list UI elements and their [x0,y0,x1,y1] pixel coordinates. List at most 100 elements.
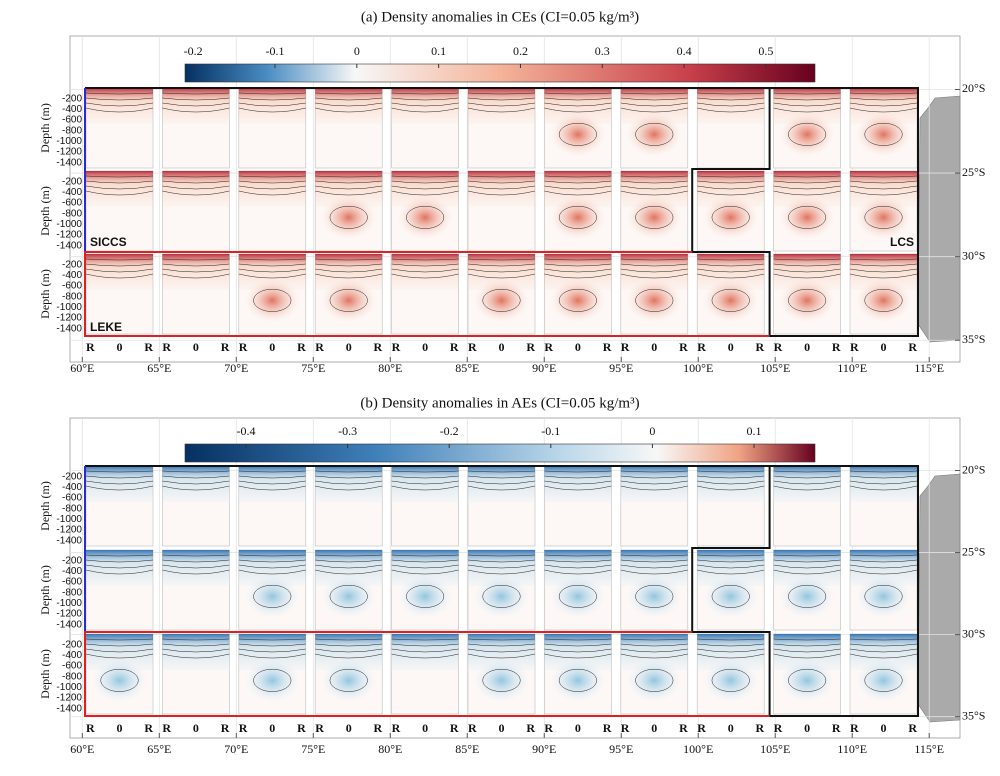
contour-line [849,480,918,485]
contour-line [849,475,918,479]
contour-line [391,97,459,101]
contour-line [85,190,154,196]
depth-tick-label: -1200 [56,313,82,324]
contour-line [391,180,459,184]
contour-line [315,648,383,653]
cell-x-label: R [621,340,630,354]
cell-x-label: R [450,340,459,354]
contour-line [391,648,459,653]
contour-line [467,258,536,261]
contour-line [864,668,903,692]
cell-x-label: 0 [881,340,887,354]
contour-line [85,475,154,479]
cell-x-label: R [221,721,230,735]
contour-line [315,175,383,178]
contour-line [544,190,612,196]
contour-line [315,102,383,107]
contour-line [391,268,459,273]
contour-line [697,258,765,261]
x-tick-label: 60°E [70,742,94,756]
contour-line [697,475,765,479]
subsurface-anomaly [702,658,759,703]
contour-line [162,180,230,184]
contour-line [635,668,674,692]
contour-line [253,288,292,312]
contour-line [162,268,230,273]
contour-line [620,180,688,184]
contour-line [162,470,230,473]
cell-x-label: 0 [422,721,428,735]
subsurface-anomaly [320,195,377,240]
cell-x-label: R [374,721,383,735]
contour-line [85,97,154,101]
contour-line [620,648,688,653]
contour-line [544,475,612,479]
y-tick-label: 30°S [962,248,985,262]
contour-line [162,190,230,196]
contour-line [620,190,688,196]
subsurface-anomaly [244,658,301,703]
y-tick-label: 20°S [962,81,985,95]
contour-line [467,475,536,479]
subsurface-anomaly [855,278,912,323]
subsurface-anomaly [320,278,377,323]
depth-tick-label: -600 [62,661,82,672]
depth-tick-label: -800 [62,671,82,682]
contour-line [162,263,230,267]
contour-line [85,263,154,267]
cell-x-label: R [526,340,535,354]
cell-x-label: R [832,340,841,354]
contour-line [697,485,765,491]
subsurface-anomaly [626,195,683,240]
cell-x-label: 0 [117,721,123,735]
contour-line [620,102,688,107]
contour-line [467,559,536,563]
contour-line [391,107,459,113]
cell-x-label: R [544,721,553,735]
subsurface-anomaly [320,574,377,619]
contour-line [315,263,383,267]
subsurface-anomaly [778,111,836,157]
contour-line [788,122,827,146]
contour-line [391,638,459,641]
contour-line [406,205,445,229]
contour-line [315,475,383,479]
contour-line [635,584,674,608]
region-outline-lcs [85,87,919,337]
x-tick-label: 75°E [301,361,325,375]
contour-line [162,102,230,107]
cell-x-label: R [697,721,706,735]
contour-line [467,102,536,107]
contour-line [391,653,459,659]
x-tick-label: 115°E [914,742,944,756]
contour-line [162,564,230,569]
x-tick-label: 70°E [224,361,248,375]
subsurface-anomaly [549,574,607,619]
contour-line [467,648,536,653]
contour-line [85,638,154,641]
subsurface-anomaly [778,195,836,240]
depth-tick-label: -1200 [56,693,82,704]
x-tick-label: 90°E [532,361,556,375]
x-tick-label: 95°E [609,361,633,375]
contour-line [100,668,139,692]
contour-line [558,205,597,229]
contour-line [315,480,383,485]
contour-line [849,102,918,107]
depth-tick-label: -600 [62,281,82,292]
contour-line [544,92,612,95]
subsurface-anomaly [855,111,912,157]
contour-line [238,475,306,479]
subsurface-anomaly [473,574,530,619]
contour-line [315,485,383,491]
contour-line [85,653,154,659]
contour-line [773,107,841,113]
contour-line [544,258,612,261]
contour-line [238,97,306,101]
contour-line [238,638,306,641]
region-outline-leke [84,251,770,337]
cell-x-label: 0 [881,721,887,735]
contour-line [329,205,368,229]
contour-line [315,268,383,273]
